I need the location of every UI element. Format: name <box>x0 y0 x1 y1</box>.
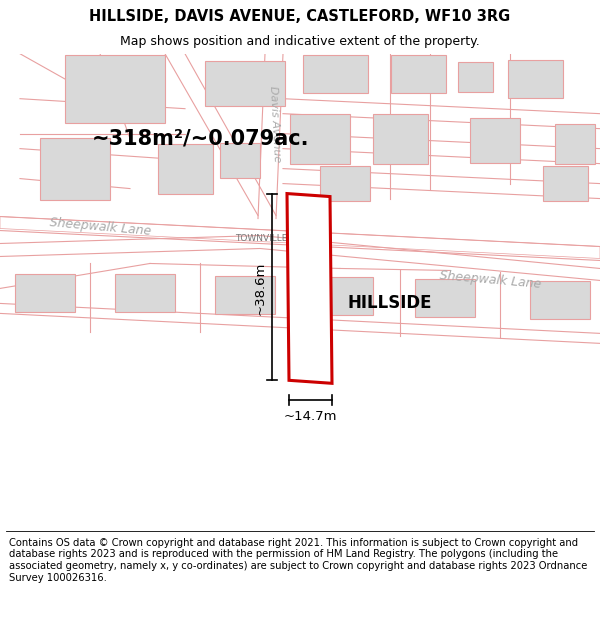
Polygon shape <box>220 143 260 178</box>
Polygon shape <box>530 281 590 319</box>
Text: Davis Avenue: Davis Avenue <box>268 85 282 162</box>
Polygon shape <box>215 276 275 314</box>
Text: HILLSIDE, DAVIS AVENUE, CASTLEFORD, WF10 3RG: HILLSIDE, DAVIS AVENUE, CASTLEFORD, WF10… <box>89 9 511 24</box>
Text: Sheepwalk Lane: Sheepwalk Lane <box>49 216 151 238</box>
Text: ~38.6m: ~38.6m <box>254 262 266 315</box>
Polygon shape <box>40 138 110 199</box>
Polygon shape <box>415 279 475 318</box>
Polygon shape <box>157 144 212 194</box>
Polygon shape <box>391 55 445 92</box>
Text: ~318m²/~0.079ac.: ~318m²/~0.079ac. <box>91 129 309 149</box>
Polygon shape <box>65 55 165 123</box>
Text: HILLSIDE: HILLSIDE <box>348 294 432 312</box>
Text: TOWNVILLE: TOWNVILLE <box>235 234 287 243</box>
Polygon shape <box>470 118 520 163</box>
Polygon shape <box>115 274 175 312</box>
Text: Map shows position and indicative extent of the property.: Map shows position and indicative extent… <box>120 36 480 48</box>
Polygon shape <box>320 166 370 201</box>
Polygon shape <box>302 55 367 92</box>
Text: ~14.7m: ~14.7m <box>283 410 337 422</box>
Polygon shape <box>373 114 427 164</box>
Polygon shape <box>317 278 373 316</box>
Polygon shape <box>290 114 350 164</box>
Polygon shape <box>0 216 600 259</box>
Polygon shape <box>15 274 75 312</box>
Polygon shape <box>508 60 563 98</box>
Text: Sheepwalk Lane: Sheepwalk Lane <box>439 269 541 291</box>
Polygon shape <box>458 62 493 92</box>
Polygon shape <box>542 166 587 201</box>
Polygon shape <box>205 61 285 106</box>
Polygon shape <box>287 194 332 383</box>
Polygon shape <box>555 124 595 164</box>
Text: Contains OS data © Crown copyright and database right 2021. This information is : Contains OS data © Crown copyright and d… <box>9 538 587 582</box>
